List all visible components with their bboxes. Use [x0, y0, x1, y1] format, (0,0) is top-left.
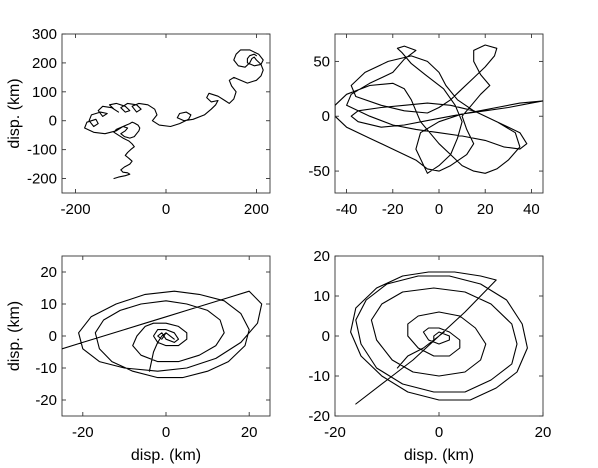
x-tick-label: -20	[72, 424, 94, 441]
y-tick-label: -50	[308, 163, 330, 180]
panel-top-left: -200 0 200 -200 -100 0 100 200 300 disp. (km)	[6, 26, 271, 218]
y-tick-label: 100	[32, 84, 57, 101]
y-tick-label: 300	[32, 26, 57, 43]
y-axis-label: disp. (km)	[6, 301, 23, 371]
panel-top-right: -40 -20 0 20 40 -50 0 50	[308, 33, 544, 218]
x-tick-label: 40	[523, 201, 540, 218]
x-tick-label: 20	[535, 424, 552, 441]
x-tick-label: 200	[244, 201, 269, 218]
y-tick-label: -10	[308, 368, 330, 385]
x-tick-label: 0	[435, 201, 443, 218]
panel-bottom-left: -20 0 20 -20 -10 0 10 20 disp. (km) disp. (km)	[6, 255, 271, 464]
x-tick-label: -40	[336, 201, 358, 218]
panel-bottom-right: -20 0 20 -20 -10 0 10 20 disp. (km)	[308, 248, 551, 464]
x-tick-label: 0	[162, 424, 170, 441]
y-tick-label: -20	[35, 392, 57, 409]
x-axis-label: disp. (km)	[131, 447, 201, 464]
plot-frame	[334, 33, 544, 194]
plot-frame	[61, 255, 271, 417]
y-tick-label: 0	[322, 108, 330, 125]
y-tick-label: 0	[49, 113, 57, 130]
y-tick-label: 50	[313, 53, 330, 70]
x-tick-label: -20	[324, 424, 346, 441]
x-tick-label: 20	[241, 424, 258, 441]
y-tick-label: 0	[322, 328, 330, 345]
trajectory-line	[62, 290, 263, 379]
trajectory-line	[350, 271, 528, 405]
y-tick-label: 0	[49, 328, 57, 345]
x-tick-label: 0	[162, 201, 170, 218]
y-tick-label: -100	[27, 142, 57, 159]
x-tick-label: -200	[61, 201, 91, 218]
trajectory-line	[335, 44, 543, 174]
y-axis-label: disp. (km)	[6, 78, 23, 148]
y-tick-label: 20	[313, 248, 330, 265]
y-tick-label: 10	[40, 296, 57, 313]
y-tick-label: 20	[40, 264, 57, 281]
y-tick-label: -200	[27, 171, 57, 188]
x-tick-label: 0	[435, 424, 443, 441]
trajectory-line	[84, 49, 264, 180]
plot-frame	[61, 33, 271, 194]
x-tick-label: -20	[382, 201, 404, 218]
y-tick-label: 10	[313, 288, 330, 305]
y-tick-label: -10	[35, 360, 57, 377]
y-tick-label: -20	[308, 408, 330, 425]
x-tick-label: 20	[477, 201, 494, 218]
y-tick-label: 200	[32, 55, 57, 72]
x-axis-label: disp. (km)	[404, 447, 474, 464]
